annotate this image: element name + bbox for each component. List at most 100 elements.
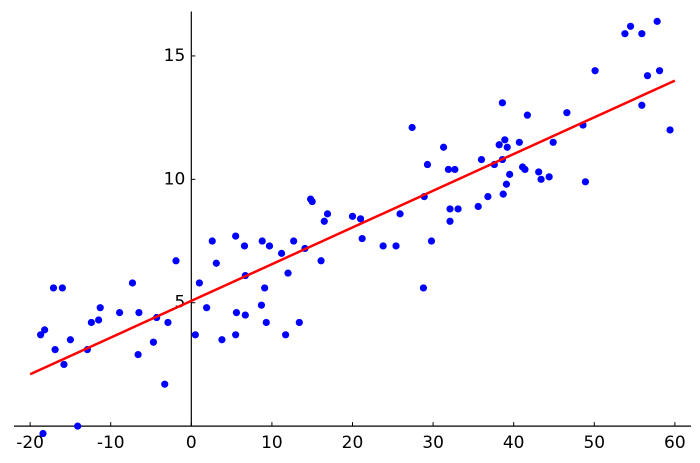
data-point (164, 318, 172, 327)
data-point (535, 168, 543, 176)
data-point (563, 109, 571, 117)
data-point (423, 160, 432, 169)
data-point (653, 17, 661, 25)
data-point (262, 318, 270, 327)
data-point (212, 259, 220, 267)
data-point (581, 178, 590, 186)
data-point (638, 101, 646, 109)
x-tick-label: -10 (97, 433, 125, 453)
y-tick-label: 10 (164, 169, 186, 189)
x-tick-label: 40 (503, 433, 525, 453)
data-point (290, 237, 298, 245)
data-point (356, 215, 365, 223)
data-point (36, 331, 45, 339)
data-point (523, 111, 531, 119)
data-point (392, 242, 400, 250)
data-point (638, 30, 646, 38)
data-point (495, 141, 503, 149)
data-point (537, 175, 545, 183)
data-point (348, 212, 357, 220)
data-point (419, 284, 428, 292)
data-point (506, 170, 514, 178)
data-point (444, 165, 453, 174)
x-tick-label: 60 (664, 433, 686, 453)
y-tick-label: 5 (174, 293, 185, 313)
data-point (95, 316, 103, 324)
data-point (621, 30, 629, 38)
data-point (265, 242, 274, 250)
data-point (66, 336, 75, 344)
x-tick-label: 0 (186, 433, 197, 453)
data-point (115, 308, 124, 317)
data-point (454, 205, 462, 213)
data-point (498, 99, 507, 107)
data-point (545, 173, 553, 181)
data-point (446, 217, 454, 225)
data-point (87, 318, 95, 327)
data-point (451, 165, 459, 174)
data-point (408, 123, 416, 132)
data-point (49, 284, 58, 292)
data-point (446, 205, 454, 213)
y-tick-label: 15 (164, 46, 186, 66)
data-point (172, 257, 180, 265)
data-point (232, 308, 241, 317)
data-point (501, 136, 509, 144)
data-point (308, 197, 316, 206)
data-point (203, 304, 211, 312)
data-point (591, 67, 599, 75)
x-tick-label: 20 (342, 433, 364, 453)
data-point (358, 234, 366, 243)
x-tick-label: 10 (261, 433, 283, 453)
data-point (502, 180, 511, 188)
data-point (549, 138, 557, 146)
data-point (149, 338, 158, 346)
data-point (208, 237, 216, 245)
data-point (41, 326, 49, 334)
data-point (379, 242, 387, 250)
data-point (58, 284, 66, 292)
data-point (257, 301, 266, 309)
regression-line (29, 79, 676, 376)
data-point (643, 72, 652, 80)
data-point (515, 138, 523, 146)
data-point (128, 279, 137, 287)
data-point (655, 67, 664, 75)
data-point (134, 350, 142, 359)
data-point (282, 331, 290, 339)
data-point (626, 22, 635, 30)
data-point (96, 304, 104, 312)
data-point (241, 311, 249, 319)
data-point (317, 257, 325, 265)
data-point (474, 202, 482, 211)
data-point (284, 269, 292, 277)
data-point (39, 429, 47, 438)
data-point (60, 360, 68, 369)
data-point (161, 380, 169, 388)
data-point (396, 210, 404, 218)
data-point (499, 190, 507, 198)
data-point (261, 284, 269, 292)
data-point (258, 237, 266, 245)
data-point (232, 232, 240, 240)
data-point (218, 336, 226, 344)
data-point (521, 165, 529, 174)
data-point (277, 249, 286, 257)
x-tick-label: -20 (16, 433, 44, 453)
data-point (503, 143, 511, 151)
x-tick-label: 50 (583, 433, 605, 453)
data-point (666, 126, 674, 134)
data-point (74, 422, 82, 430)
data-point (191, 331, 199, 339)
data-point (477, 155, 486, 164)
data-point (232, 331, 240, 339)
data-point (323, 210, 332, 218)
data-point (427, 237, 436, 245)
x-tick-label: 30 (422, 433, 444, 453)
data-point (135, 308, 143, 317)
data-point (295, 318, 303, 327)
data-point (484, 193, 492, 201)
data-point (320, 217, 328, 225)
data-point (439, 143, 448, 151)
